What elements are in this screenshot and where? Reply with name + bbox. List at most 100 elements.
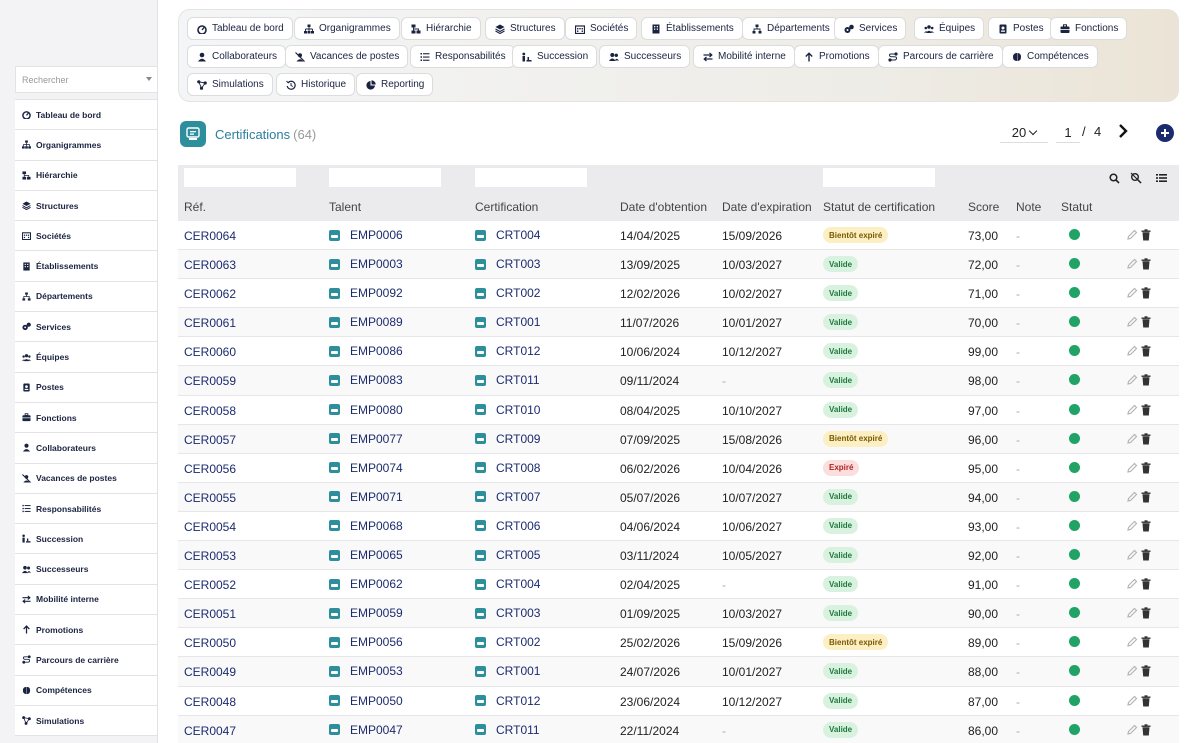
- delete-icon[interactable]: [1141, 520, 1151, 532]
- edit-icon[interactable]: [1126, 345, 1138, 357]
- certification-link[interactable]: CRT004: [475, 577, 540, 591]
- talent-link[interactable]: EMP0071: [329, 490, 403, 504]
- talent-link[interactable]: EMP0050: [329, 694, 403, 708]
- nav-pill-postes[interactable]: Postes: [988, 17, 1053, 40]
- nav-pill-hierarchie[interactable]: Hiérarchie: [401, 17, 481, 40]
- edit-icon[interactable]: [1126, 665, 1138, 677]
- edit-icon[interactable]: [1126, 724, 1138, 736]
- add-certification-button[interactable]: [1156, 124, 1174, 142]
- cert-ref-link[interactable]: CER0047: [184, 723, 237, 738]
- sidebar-item-fonctions[interactable]: Fonctions: [15, 403, 157, 434]
- nav-pill-parcours-de-carriere[interactable]: Parcours de carrière: [878, 45, 1003, 68]
- table-row[interactable]: CER0056 EMP0074 CRT008 06/02/2026 10/04/2026…: [178, 453, 1179, 483]
- delete-icon[interactable]: [1141, 258, 1151, 270]
- column-header-cert-status[interactable]: Statut de certification: [823, 200, 936, 214]
- table-row[interactable]: CER0061 EMP0089 CRT001 11/07/2026 10/01/2027…: [178, 308, 1179, 338]
- table-row[interactable]: CER0064 EMP0006 CRT004 14/04/2025 15/09/2026…: [178, 221, 1179, 251]
- nav-pill-collaborateurs[interactable]: Collaborateurs: [187, 45, 287, 68]
- delete-icon[interactable]: [1141, 607, 1151, 619]
- certification-link[interactable]: CRT003: [475, 257, 540, 271]
- sidebar-item-postes[interactable]: Postes: [15, 373, 157, 403]
- delete-icon[interactable]: [1141, 403, 1151, 416]
- cert-ref-link[interactable]: CER0053: [184, 549, 237, 564]
- filter-talent-input[interactable]: [329, 168, 441, 187]
- cert-ref-link[interactable]: CER0058: [184, 403, 237, 418]
- cert-ref-link[interactable]: CER0056: [184, 461, 237, 476]
- table-row[interactable]: CER0058 EMP0080 CRT010 08/04/2025 10/10/2027…: [178, 395, 1179, 425]
- cert-ref-link[interactable]: CER0060: [184, 345, 237, 360]
- nav-pill-responsabilites[interactable]: Responsabilités: [410, 45, 515, 68]
- nav-pill-historique[interactable]: Historique: [276, 73, 356, 96]
- nav-pill-vacances-de-postes[interactable]: Vacances de postes: [285, 45, 409, 68]
- sidebar-item-successeurs[interactable]: Successeurs: [15, 554, 157, 585]
- delete-icon[interactable]: [1141, 578, 1151, 590]
- talent-link[interactable]: EMP0056: [329, 635, 403, 649]
- sidebar-item-etablissements[interactable]: Établissements: [15, 251, 157, 282]
- delete-icon[interactable]: [1141, 345, 1151, 357]
- nav-pill-reporting[interactable]: Reporting: [356, 73, 434, 96]
- sidebar-item-mobilite-interne[interactable]: Mobilité interne: [15, 585, 157, 616]
- sidebar-item-departements[interactable]: Départements: [15, 282, 157, 313]
- filter-certification-input[interactable]: [475, 168, 587, 187]
- nav-pill-simulations[interactable]: Simulations: [187, 73, 273, 96]
- nav-pill-fonctions[interactable]: Fonctions: [1050, 17, 1128, 40]
- delete-icon[interactable]: [1141, 374, 1151, 386]
- delete-icon[interactable]: [1141, 462, 1151, 474]
- talent-link[interactable]: EMP0077: [329, 432, 403, 446]
- column-list-icon[interactable]: [1155, 171, 1167, 185]
- nav-pill-mobilite-interne[interactable]: Mobilité interne: [693, 45, 795, 68]
- edit-icon[interactable]: [1126, 433, 1138, 445]
- cert-ref-link[interactable]: CER0059: [184, 374, 237, 389]
- talent-link[interactable]: EMP0080: [329, 403, 403, 417]
- edit-icon[interactable]: [1126, 287, 1138, 299]
- nav-pill-structures[interactable]: Structures: [485, 17, 565, 40]
- sidebar-item-societes[interactable]: Sociétés: [15, 221, 157, 252]
- delete-icon[interactable]: [1141, 723, 1151, 736]
- certification-link[interactable]: CRT010: [475, 403, 540, 417]
- certification-link[interactable]: CRT012: [475, 344, 540, 358]
- filter-ref-input[interactable]: [184, 168, 296, 187]
- sidebar-item-services[interactable]: Services: [15, 312, 157, 343]
- nav-pill-promotions[interactable]: Promotions: [794, 45, 879, 68]
- sidebar-item-competences[interactable]: Compétences: [15, 676, 157, 706]
- talent-link[interactable]: EMP0089: [329, 315, 403, 329]
- edit-icon[interactable]: [1126, 549, 1138, 561]
- column-header-ref[interactable]: Réf.: [184, 200, 207, 214]
- nav-pill-succession[interactable]: Succession: [512, 45, 598, 68]
- table-row[interactable]: CER0051 EMP0059 CRT003 01/09/2025 10/03/2027…: [178, 599, 1179, 629]
- certification-link[interactable]: CRT006: [475, 519, 540, 533]
- next-page-button[interactable]: [1116, 124, 1130, 138]
- edit-icon[interactable]: [1126, 520, 1138, 532]
- edit-icon[interactable]: [1126, 607, 1138, 619]
- table-row[interactable]: CER0054 EMP0068 CRT006 04/06/2024 10/06/2027…: [178, 511, 1179, 542]
- filter-status-input[interactable]: [823, 168, 935, 187]
- delete-icon[interactable]: [1141, 316, 1151, 328]
- certification-link[interactable]: CRT008: [475, 461, 540, 475]
- edit-icon[interactable]: [1126, 636, 1138, 648]
- clear-filter-icon[interactable]: [1129, 171, 1143, 185]
- nav-pill-organigrammes[interactable]: Organigrammes: [294, 17, 400, 40]
- cert-ref-link[interactable]: CER0051: [184, 607, 237, 622]
- certification-link[interactable]: CRT002: [475, 635, 540, 649]
- certification-link[interactable]: CRT002: [475, 286, 540, 300]
- edit-icon[interactable]: [1126, 374, 1138, 386]
- talent-link[interactable]: EMP0065: [329, 548, 403, 562]
- sidebar-item-succession[interactable]: Succession: [15, 524, 157, 555]
- column-header-expires[interactable]: Date d'expiration: [722, 200, 812, 214]
- nav-pill-successeurs[interactable]: Successeurs: [599, 45, 691, 68]
- sidebar-item-hierarchie[interactable]: Hiérarchie: [15, 161, 157, 191]
- nav-pill-services[interactable]: Services: [834, 17, 907, 40]
- delete-icon[interactable]: [1141, 636, 1151, 648]
- table-row[interactable]: CER0048 EMP0050 CRT012 23/06/2024 10/12/2027…: [178, 686, 1179, 716]
- certification-link[interactable]: CRT001: [475, 315, 540, 329]
- table-row[interactable]: CER0060 EMP0086 CRT012 10/06/2024 10/12/2027…: [178, 337, 1179, 367]
- certification-link[interactable]: CRT007: [475, 490, 540, 504]
- sidebar-item-organigrammes[interactable]: Organigrammes: [15, 130, 157, 161]
- certification-link[interactable]: CRT009: [475, 432, 540, 446]
- table-row[interactable]: CER0050 EMP0056 CRT002 25/02/2026 15/09/2026…: [178, 628, 1179, 658]
- delete-icon[interactable]: [1141, 229, 1151, 241]
- table-row[interactable]: CER0049 EMP0053 CRT001 24/07/2026 10/01/2027…: [178, 657, 1179, 687]
- talent-link[interactable]: EMP0092: [329, 286, 403, 300]
- column-header-obtained[interactable]: Date d'obtention: [620, 200, 708, 214]
- page-size-select[interactable]: 20: [1000, 123, 1048, 143]
